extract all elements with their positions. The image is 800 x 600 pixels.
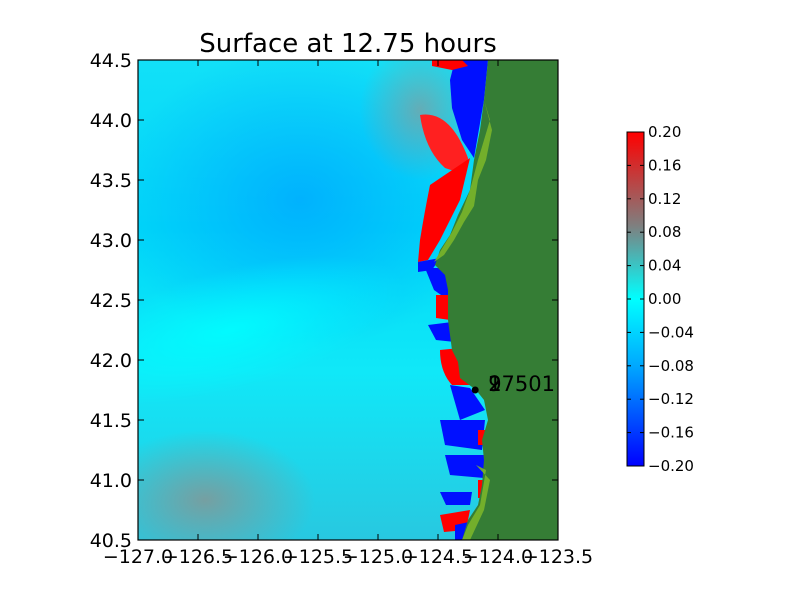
x-tick-label-5: −124.5 <box>403 546 473 568</box>
red-mid-1 <box>436 295 450 320</box>
colorbar-tick-label-5: 0.00 <box>648 290 681 308</box>
x-tick-label-2: −126.0 <box>223 546 293 568</box>
colorbar-tick-label-8: −0.12 <box>648 390 694 408</box>
colorbar-tick-label-7: −0.08 <box>648 357 694 375</box>
red-central-lobe <box>418 158 470 262</box>
y-axis: 40.5 41.0 41.5 42.0 42.5 43.0 43.5 44.0 … <box>90 50 558 552</box>
land <box>435 60 558 540</box>
colorbar-tick-marks <box>627 131 644 467</box>
blue-south-3 <box>440 492 472 505</box>
y-tick-marks <box>138 59 558 541</box>
x-tick-label-7: −123.5 <box>523 546 593 568</box>
x-tick-label-6: −124.0 <box>463 546 533 568</box>
gauge-label-2: 2 <box>488 372 501 396</box>
blue-mid-2 <box>428 322 455 342</box>
colorbar-tick-label-2: 0.12 <box>648 190 681 208</box>
x-tick-label-4: −125.0 <box>343 546 413 568</box>
nearshore-features <box>418 60 492 540</box>
x-axis: −127.0 −126.5 −126.0 −125.5 −125.0 −124.… <box>103 60 593 568</box>
colorbar-tick-label-9: −0.16 <box>648 424 694 442</box>
colorbar-tick-label-4: 0.04 <box>648 257 681 275</box>
y-tick-label-1: 41.0 <box>90 470 132 492</box>
blue-south-2 <box>445 455 486 478</box>
colorbar-tick-label-0: 0.20 <box>648 123 681 141</box>
chart-title: Surface at 12.75 hours <box>199 29 497 59</box>
colorbar-tick-label-1: 0.16 <box>648 156 681 174</box>
gauge-label-3: 97501 <box>488 372 555 396</box>
colorbar-tick-label-3: 0.08 <box>648 223 681 241</box>
gauge-label-1: 1 <box>488 372 501 396</box>
southwest-high-region <box>138 430 315 540</box>
gauge-marker: 1 2 97501 <box>471 372 555 396</box>
y-tick-label-5: 43.0 <box>90 230 132 252</box>
plot-area <box>138 60 558 540</box>
x-tick-marks <box>137 60 559 540</box>
blue-mid-1 <box>425 268 450 300</box>
red-north-tip <box>432 60 468 70</box>
y-tick-label-6: 43.5 <box>90 170 132 192</box>
x-tick-label-0: −127.0 <box>103 546 173 568</box>
y-tick-label-2: 41.5 <box>90 410 132 432</box>
x-tick-label-3: −125.5 <box>283 546 353 568</box>
colorbar-tick-label-6: −0.04 <box>648 323 694 341</box>
gauge-point <box>471 386 479 394</box>
x-tick-label-1: −126.5 <box>163 546 233 568</box>
y-tick-label-8: 44.5 <box>90 50 132 72</box>
offshore-band <box>138 255 405 405</box>
red-north-tongue <box>420 114 468 175</box>
blue-north-tip <box>450 60 488 158</box>
y-tick-label-3: 42.0 <box>90 350 132 372</box>
y-tick-label-4: 42.5 <box>90 290 132 312</box>
y-tick-label-7: 44.0 <box>90 110 132 132</box>
shoreline-vegetation-south <box>462 465 490 540</box>
blue-south-1 <box>440 420 485 450</box>
blue-mid-3 <box>450 385 485 420</box>
colorbar-tick-label-10: −0.20 <box>648 457 694 475</box>
colorbar: 0.20 0.16 0.12 0.08 0.04 0.00 −0.04 −0.0… <box>626 123 694 475</box>
y-tick-label-0: 40.5 <box>90 530 132 552</box>
